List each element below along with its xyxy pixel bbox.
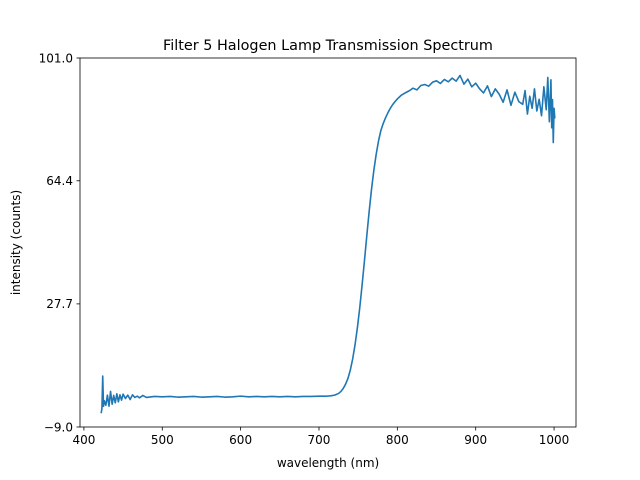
series-line — [100, 74, 556, 414]
y-axis-ticks: −9.0 27.7 64.4 101.0 — [39, 51, 80, 434]
x-tick-label: 600 — [229, 433, 252, 447]
y-tick-label: 64.4 — [46, 174, 73, 188]
y-tick-label: −9.0 — [44, 420, 73, 434]
x-tick-label: 900 — [464, 433, 487, 447]
chart-title: Filter 5 Halogen Lamp Transmission Spect… — [163, 38, 493, 54]
x-tick-label: 700 — [308, 433, 331, 447]
x-tick-label: 400 — [72, 433, 95, 447]
x-tick-label: 500 — [151, 433, 174, 447]
y-tick-label: 101.0 — [39, 51, 73, 65]
x-axis-label: wavelength (nm) — [277, 456, 379, 470]
y-tick-label: 27.7 — [46, 297, 73, 311]
axes-frame — [79, 57, 577, 428]
x-tick-label: 800 — [386, 433, 409, 447]
x-tick-label: 1000 — [539, 433, 570, 447]
x-axis-ticks: 400 500 600 700 800 900 1000 — [72, 427, 569, 447]
plot-area — [79, 57, 577, 428]
y-axis-label: intensity (counts) — [9, 190, 23, 295]
